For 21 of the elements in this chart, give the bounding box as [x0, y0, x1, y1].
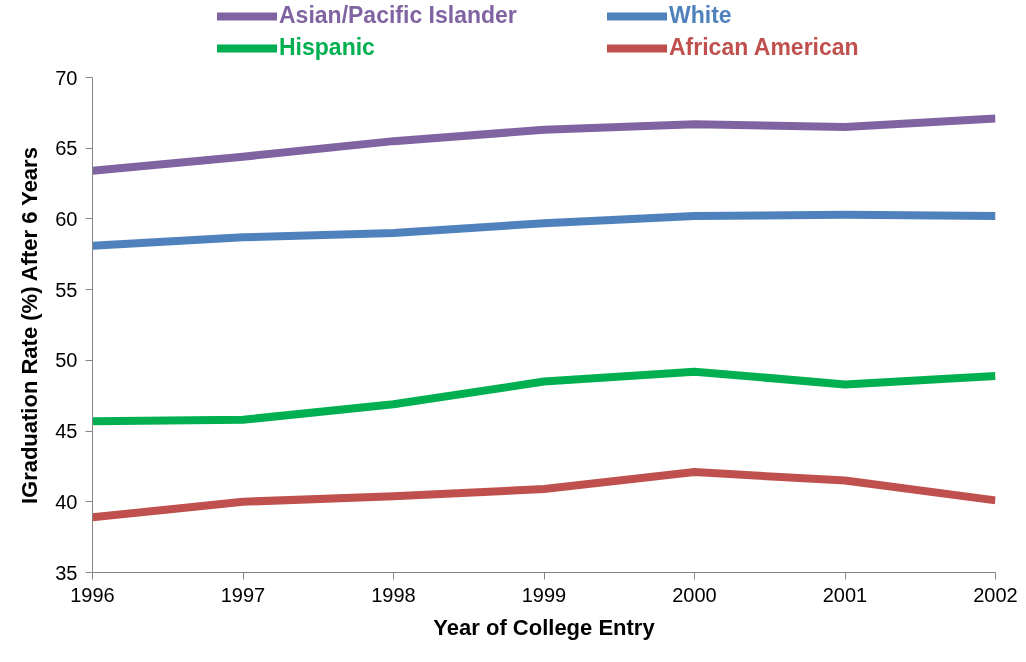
y-tick-label: 60: [55, 207, 78, 230]
x-tick-label: 1997: [220, 583, 266, 606]
x-tick-label: 2001: [822, 583, 868, 606]
y-tick-label: 40: [55, 490, 78, 513]
x-tick-label: 1996: [70, 583, 115, 606]
legend-label: Asian/Pacific Islander: [279, 2, 517, 29]
y-tick-label: 70: [55, 66, 78, 89]
legend-label: White: [669, 2, 732, 29]
x-axis-title: Year of College Entry: [433, 614, 656, 640]
x-tick-label: 1999: [521, 583, 567, 606]
x-tick-label: 2000: [672, 583, 717, 606]
x-tick-label: 2002: [973, 583, 1018, 606]
y-tick-label: 50: [55, 349, 78, 372]
legend-label: Hispanic: [279, 34, 375, 61]
legend-label: African American: [669, 34, 859, 61]
y-tick-label: 45: [55, 420, 78, 443]
y-axis-title: IGraduation Rate (%) After 6 Years: [17, 147, 43, 505]
y-tick-label: 55: [55, 278, 78, 301]
y-tick-label: 35: [55, 561, 78, 584]
x-tick-label: 1998: [371, 583, 416, 606]
y-tick-label: 65: [55, 137, 78, 160]
